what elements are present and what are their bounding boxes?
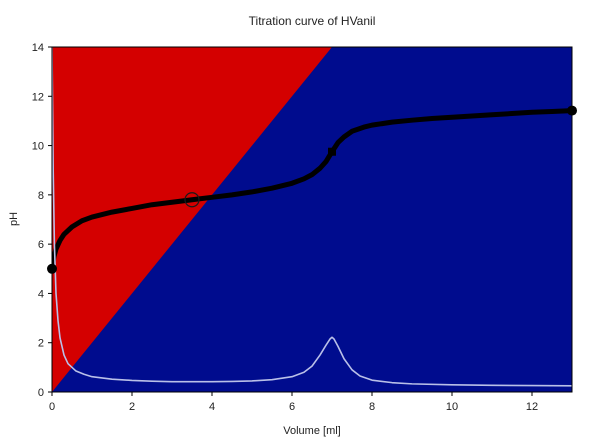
x-tick-label-6: 6 — [289, 401, 295, 413]
y-axis: 0 2 4 6 8 10 12 14 — [32, 42, 52, 399]
y-tick-label-14: 14 — [32, 42, 44, 54]
x-axis-label: Volume [ml] — [283, 425, 340, 437]
chart-title: Titration curve of HVanil — [249, 14, 376, 28]
marker-half-equivalence — [184, 192, 200, 208]
x-axis: 0 2 4 6 8 10 12 — [49, 392, 538, 413]
derivative-curve — [52, 47, 572, 387]
x-tick-label-0: 0 — [49, 401, 55, 413]
plot-layer — [52, 47, 572, 392]
y-tick-label-2: 2 — [38, 338, 44, 350]
y-tick-label-10: 10 — [32, 141, 44, 153]
ph-curve — [52, 108, 572, 272]
y-tick-label-0: 0 — [38, 387, 44, 399]
x-tick-label-10: 10 — [446, 401, 458, 413]
y-axis-label: pH — [8, 212, 20, 226]
y-tick-label-6: 6 — [38, 239, 44, 251]
y-tick-label-12: 12 — [32, 91, 44, 103]
y-tick-label-4: 4 — [38, 288, 44, 300]
x-tick-label-8: 8 — [369, 401, 375, 413]
plot-frame — [51, 46, 573, 393]
plot-area — [47, 46, 577, 393]
x-tick-label-2: 2 — [129, 401, 135, 413]
y-tick-label-8: 8 — [38, 190, 44, 202]
background-upper-left — [52, 47, 332, 392]
marker-equivalence — [328, 147, 336, 156]
x-tick-label-4: 4 — [209, 401, 215, 413]
x-tick-label-12: 12 — [526, 401, 538, 413]
